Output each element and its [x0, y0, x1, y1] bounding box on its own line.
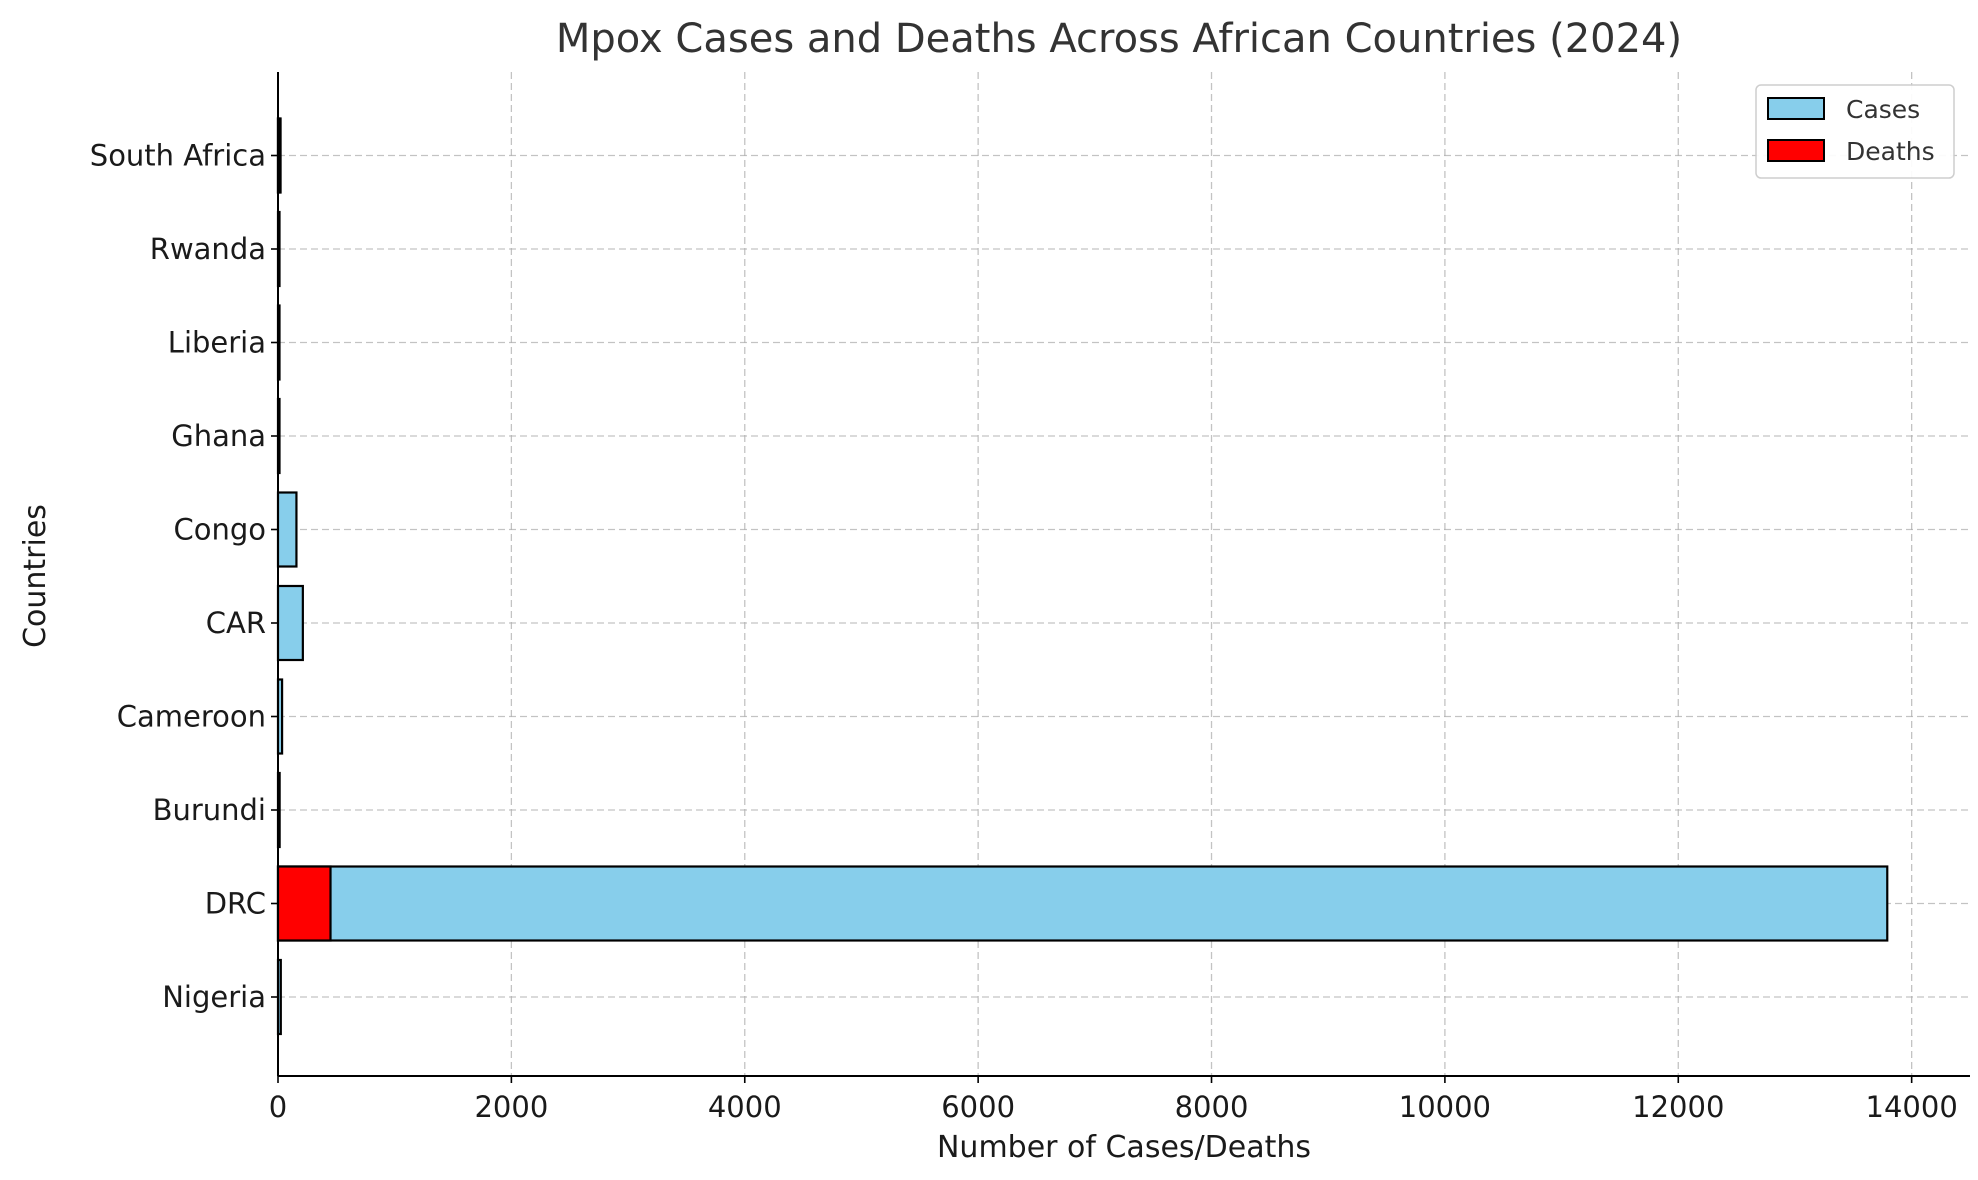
y-tick-label: DRC [205, 887, 266, 921]
x-tick-label: 0 [269, 1090, 287, 1124]
y-tick-label: Liberia [168, 326, 266, 360]
x-tick-label: 6000 [941, 1090, 1015, 1124]
axes [277, 72, 1970, 1077]
y-tick-label: Nigeria [162, 980, 266, 1014]
x-tick-label: 2000 [474, 1090, 548, 1124]
legend-swatch-deaths [1767, 139, 1825, 162]
y-tick-label: Cameroon [117, 700, 266, 734]
y-tick-label: Ghana [171, 419, 266, 453]
legend-label-cases: Cases [1846, 95, 1920, 124]
legend-swatch-cases [1767, 97, 1825, 120]
grid [278, 72, 1970, 1076]
x-ticks: 0 2000 4000 6000 8000 10000 12000 14000 [269, 1076, 1958, 1124]
bar-cases-drc [276, 865, 1889, 942]
y-tick-label: Burundi [153, 793, 266, 827]
y-tick-label: Rwanda [150, 232, 266, 266]
y-tick-label: South Africa [90, 139, 266, 173]
x-tick-label: 12000 [1632, 1090, 1724, 1124]
y-ticks: Nigeria DRC Burundi Cameroon CAR Congo Ghana Li… [90, 139, 278, 1014]
bar-cases-congo [276, 491, 298, 568]
x-tick-label: 4000 [708, 1090, 782, 1124]
legend-label-deaths: Deaths [1846, 137, 1935, 166]
bar-cases-car [276, 584, 304, 662]
x-tick-label: 14000 [1866, 1090, 1958, 1124]
x-axis-label: Number of Cases/Deaths [937, 1130, 1311, 1165]
y-tick-label: Congo [173, 513, 266, 547]
y-axis-label: Countries [18, 504, 53, 648]
x-tick-label: 8000 [1175, 1090, 1249, 1124]
x-tick-label: 10000 [1399, 1090, 1491, 1124]
bar-deaths-drc [276, 865, 332, 942]
bars [276, 117, 1889, 1036]
y-tick-label: CAR [206, 606, 266, 640]
legend: Cases Deaths [1755, 84, 1955, 179]
chart-title: Mpox Cases and Deaths Across African Cou… [556, 16, 1682, 62]
